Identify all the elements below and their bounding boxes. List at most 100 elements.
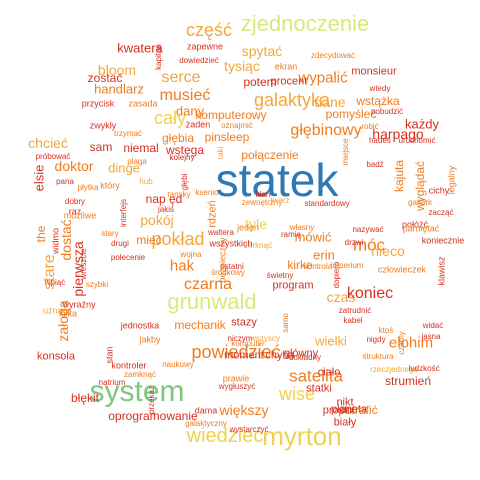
word-program: program bbox=[272, 279, 314, 292]
word-wygłuszyć: wygłuszyć bbox=[218, 382, 256, 391]
word-własny: własny bbox=[289, 223, 315, 232]
word-nazywać: nazywać bbox=[352, 225, 384, 234]
word-głębinowy: głębinowy bbox=[290, 122, 362, 139]
word-tansky: tansky bbox=[167, 190, 191, 199]
word-procent: procent bbox=[270, 75, 308, 88]
word-przycisk: przycisk bbox=[81, 98, 115, 109]
word-plaga: plaga bbox=[127, 157, 147, 166]
word-hub: hub bbox=[139, 177, 153, 186]
word-klan: klan bbox=[255, 190, 271, 199]
word-tysiąc: tysiąc bbox=[224, 58, 260, 74]
word-planeta: planeta bbox=[330, 403, 368, 416]
word-galaktyka: galaktyka bbox=[253, 90, 331, 110]
word-jednostka: jednostka bbox=[120, 320, 160, 331]
word-pokład: pokład bbox=[151, 229, 205, 249]
word-wtedy: wtedy bbox=[369, 84, 391, 93]
word-waltera: waltera bbox=[208, 228, 234, 237]
word-głębi: głębi bbox=[180, 173, 189, 191]
word-drzwi: drzwi bbox=[344, 238, 364, 247]
word-główny: główny bbox=[283, 347, 319, 360]
word-ludzkość: ludzkość bbox=[408, 364, 440, 373]
word-niczym: niczym bbox=[227, 334, 253, 343]
word-rzeczjednego: rzeczjednego bbox=[370, 365, 418, 374]
word-koniecznie: koniecznie bbox=[421, 235, 465, 246]
word-chcieć: chcieć bbox=[28, 135, 68, 151]
word-kirke: kirke bbox=[287, 258, 313, 272]
word-wszystkich: wszystkich bbox=[209, 238, 253, 249]
word-bloom: bloom bbox=[97, 62, 137, 78]
word-wise: wise bbox=[278, 384, 316, 404]
word-większy: większy bbox=[219, 402, 269, 418]
word-pamiętać: pamiętać bbox=[402, 223, 440, 234]
word-czarna: czarna bbox=[183, 276, 233, 293]
word-ramię: ramię bbox=[280, 230, 302, 239]
word-dany: dany bbox=[175, 103, 205, 119]
word-doktor: doktor bbox=[54, 158, 94, 174]
word-sam: sam bbox=[89, 140, 113, 154]
word-świetny: świetny bbox=[266, 271, 294, 280]
word-drugi: drugi bbox=[111, 239, 129, 248]
word-powiedzieć: powiedzieć bbox=[191, 342, 281, 362]
word-dokładny: dokładny bbox=[288, 353, 322, 362]
word-robić: robić bbox=[361, 122, 379, 131]
word-the: the bbox=[34, 225, 48, 243]
word-pierwsza: pierwsza bbox=[70, 241, 86, 297]
word-każdy: każdy bbox=[405, 116, 439, 132]
word-kontrola: kontrola bbox=[303, 262, 333, 271]
word-połóżć: połóżć bbox=[401, 219, 429, 230]
word-zasada: zasada bbox=[128, 98, 158, 109]
word-harpago: harpago bbox=[372, 126, 424, 142]
word-szybki: szybki bbox=[85, 280, 109, 289]
word-płytka: płytka bbox=[77, 183, 99, 192]
word-widać: widać bbox=[422, 321, 444, 330]
word-wojna: wojna bbox=[180, 250, 202, 259]
word-załoga: załoga bbox=[55, 300, 71, 342]
word-zerknąć: zerknąć bbox=[243, 241, 273, 250]
word-człowieczek: człowieczek bbox=[377, 264, 427, 275]
word-galaktyczny: galaktyczny bbox=[185, 419, 227, 428]
word-elsie: elsie bbox=[31, 164, 47, 192]
word-struktura: struktura bbox=[362, 352, 394, 361]
word-mechanik: mechanik bbox=[174, 318, 226, 332]
word-standardowy: standardowy bbox=[304, 199, 350, 208]
word-próbować: próbować bbox=[35, 152, 71, 161]
word-mieć: mieć bbox=[136, 233, 162, 247]
word-pana: pana bbox=[56, 177, 74, 186]
word-połączenie: połączenie bbox=[241, 148, 299, 162]
word-strumień: strumień bbox=[384, 374, 432, 388]
word-wszyscy: wszyscy bbox=[250, 334, 280, 343]
word-myrton: myrton bbox=[262, 421, 342, 451]
word-hades: hades bbox=[369, 136, 391, 145]
word-zacząć: zacząć bbox=[428, 208, 454, 217]
word-miejsce: miejsce bbox=[341, 138, 350, 166]
word-naukowy: naukowy bbox=[162, 360, 194, 369]
word-możliwe: możliwe bbox=[63, 210, 97, 221]
word-pomyśleć: pomyśleć bbox=[325, 107, 377, 121]
word-dobry: dobry bbox=[64, 197, 86, 206]
word-kontroler: kontroler bbox=[111, 360, 147, 371]
word-kapitan: kapitan bbox=[154, 44, 163, 70]
word-głębia: głębia bbox=[161, 131, 195, 145]
word-wystarczyć: wystarczyć bbox=[229, 425, 269, 434]
word-badź: badź bbox=[366, 160, 384, 169]
word-musieć: musieć bbox=[159, 87, 211, 104]
word-wyraźny: wyraźny bbox=[62, 299, 96, 310]
word-wstążka: wstążka bbox=[356, 94, 400, 108]
word-zamknąć: zamknąć bbox=[123, 370, 157, 379]
word-cichy: cichy bbox=[428, 185, 450, 196]
word-komputer: komputer bbox=[231, 339, 265, 348]
word-nieco: nieco bbox=[371, 243, 405, 259]
word-ostatni: ostatni bbox=[220, 262, 244, 271]
word-oprogramowanie: oprogramowanie bbox=[108, 409, 198, 423]
word-tyle: tyle bbox=[245, 216, 267, 232]
word-zatrudnić: zatrudnić bbox=[338, 306, 372, 315]
word-kabel: kabel bbox=[343, 316, 363, 325]
word-ekran: ekran bbox=[274, 61, 298, 72]
word-statki: statki bbox=[306, 382, 332, 395]
word-dinge: dinge bbox=[108, 160, 140, 176]
word-elohim: elohim bbox=[388, 334, 434, 352]
word-stary: stary bbox=[101, 229, 119, 238]
word-grunwald: grunwald bbox=[167, 289, 257, 314]
word-taki: taki bbox=[216, 146, 225, 160]
word-wypalić: wypalić bbox=[298, 69, 348, 87]
